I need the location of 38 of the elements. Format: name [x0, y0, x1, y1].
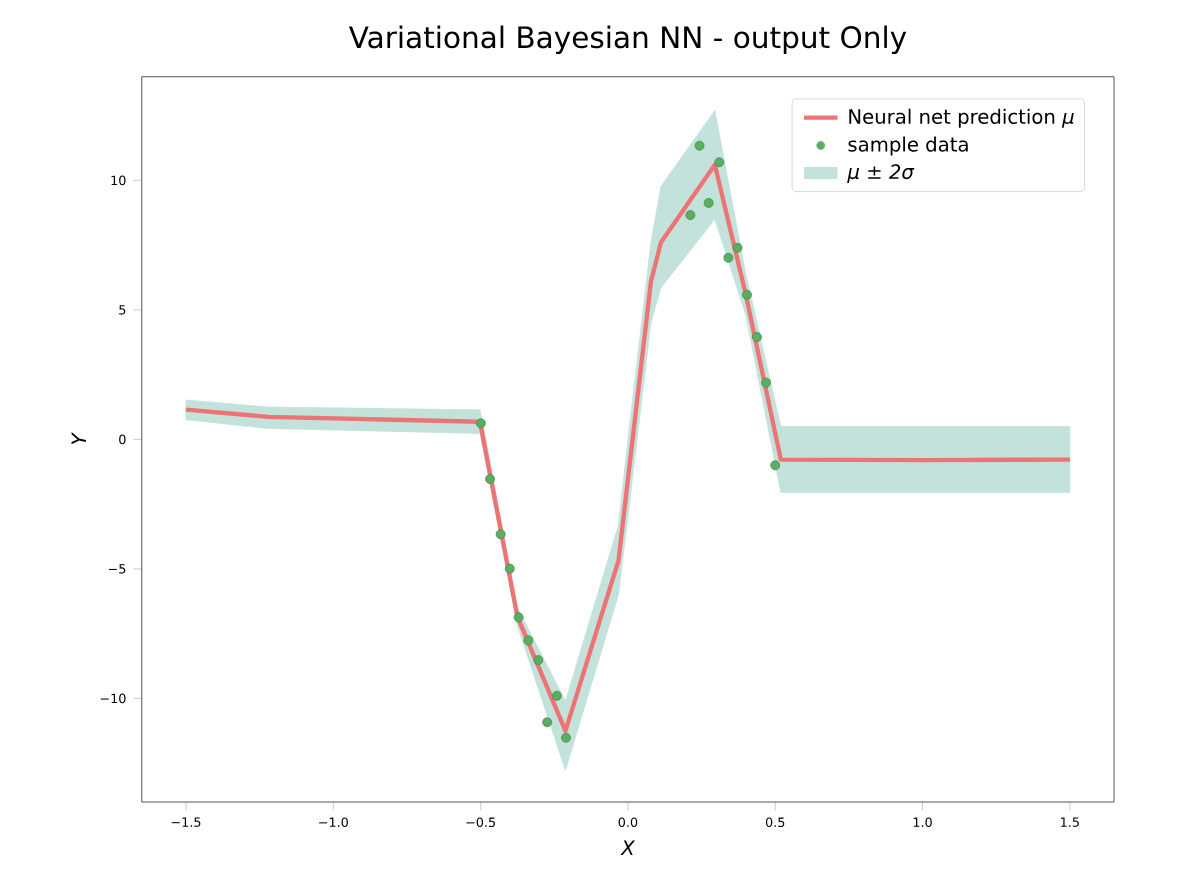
point — [714, 157, 725, 168]
point — [475, 418, 486, 429]
legend-label: sample data — [848, 136, 968, 156]
point — [703, 198, 714, 208]
point — [533, 655, 544, 666]
point — [752, 332, 762, 343]
x-tick-label: −1.5 — [171, 817, 201, 827]
x-tick-label: −0.5 — [466, 817, 495, 828]
y-tick-label: 0 — [119, 434, 126, 445]
point — [561, 732, 571, 743]
point — [523, 635, 534, 646]
legend-label: Neural net prediction μ — [849, 108, 1074, 128]
point — [770, 460, 781, 471]
point — [485, 474, 495, 485]
point — [495, 529, 506, 540]
x-axis-title: X — [620, 840, 636, 856]
point — [513, 612, 524, 623]
x-tick-label: 0.5 — [765, 817, 785, 828]
annotation: μ ± 2σ — [847, 164, 915, 184]
point — [732, 242, 743, 253]
y-tick-label: 10 — [111, 175, 126, 186]
y-tick-label: −5 — [108, 564, 126, 574]
point — [504, 563, 515, 574]
point — [551, 690, 562, 701]
point — [761, 377, 772, 388]
point — [723, 252, 734, 263]
point — [742, 290, 752, 300]
point — [542, 717, 553, 728]
point — [685, 210, 696, 221]
y-axis-title: Y — [71, 432, 86, 445]
y-tick-label: −10 — [100, 693, 126, 704]
x-tick-label: −1.0 — [319, 817, 348, 828]
x-tick-label: 0.0 — [618, 817, 638, 828]
point — [694, 140, 705, 151]
x-tick-label: 1.5 — [1061, 817, 1079, 827]
x-tick-label: 1.0 — [913, 817, 932, 828]
y-tick-label: 5 — [119, 305, 126, 315]
chart-title: Variational Bayesian NN - output Only — [348, 25, 907, 55]
